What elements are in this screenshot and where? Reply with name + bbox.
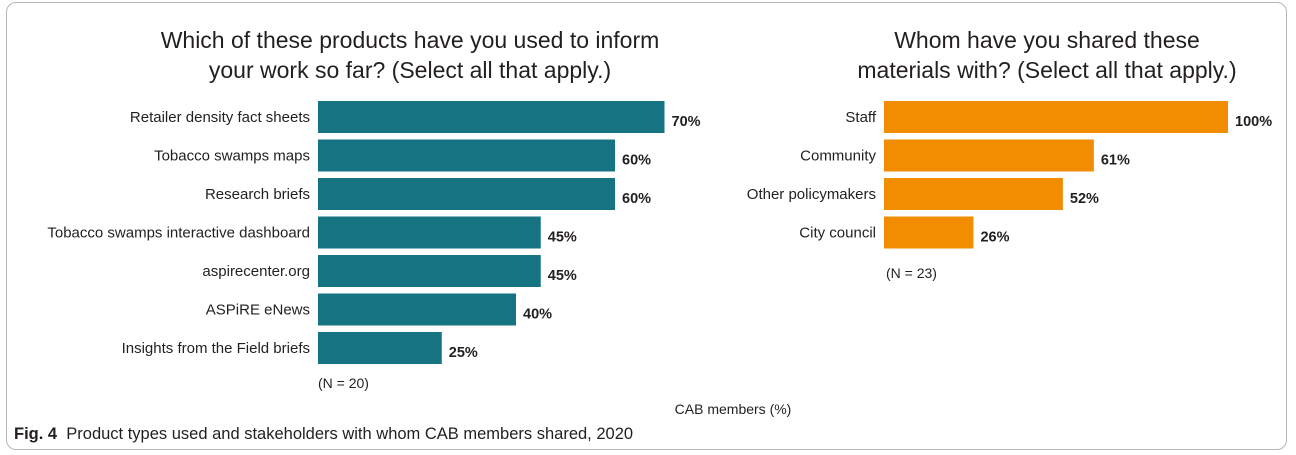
category-label: ASPiRE eNews <box>206 302 310 319</box>
bar <box>318 101 665 133</box>
bar <box>884 178 1063 210</box>
chart-title-line: Whom have you shared these <box>894 27 1200 53</box>
chart-title-line: materials with? (Select all that apply.) <box>857 57 1236 83</box>
value-label: 70% <box>672 114 701 130</box>
bar <box>318 178 615 210</box>
value-label: 60% <box>622 191 651 207</box>
category-label: aspirecenter.org <box>202 263 310 280</box>
category-label: Insights from the Field briefs <box>122 340 310 357</box>
bar <box>318 332 442 364</box>
value-label: 61% <box>1101 153 1130 169</box>
category-label: Retailer density fact sheets <box>130 109 310 126</box>
figure-frame <box>6 2 1287 450</box>
x-axis-label: CAB members (%) <box>675 401 792 417</box>
value-label: 45% <box>548 268 577 284</box>
sample-size-note: (N = 23) <box>886 265 937 281</box>
bar <box>318 293 516 326</box>
products-used-chart: Which of these products have you used to… <box>47 27 700 391</box>
bar <box>318 255 541 287</box>
value-label: 60% <box>622 153 651 169</box>
category-label: Community <box>800 148 876 165</box>
value-label: 52% <box>1070 191 1099 207</box>
category-label: City council <box>799 225 876 242</box>
value-label: 26% <box>980 230 1009 246</box>
caption-label: Fig. 4 <box>14 425 58 443</box>
value-label: 100% <box>1235 114 1272 130</box>
sample-size-note: (N = 20) <box>318 375 369 391</box>
chart-title-line: Which of these products have you used to… <box>161 27 660 53</box>
value-label: 40% <box>523 307 552 323</box>
figure-caption: Fig. 4 Product types used and stakeholde… <box>14 425 633 444</box>
category-label: Research briefs <box>205 186 310 203</box>
bar <box>318 216 541 249</box>
chart-title-line: your work so far? (Select all that apply… <box>209 57 611 83</box>
value-label: 25% <box>449 345 478 361</box>
bar <box>884 216 974 249</box>
shared-with-chart: Whom have you shared these materials with… <box>747 27 1272 281</box>
bar <box>884 101 1228 133</box>
category-label: Tobacco swamps maps <box>154 148 310 165</box>
category-label: Staff <box>845 109 876 126</box>
value-label: 45% <box>548 230 577 246</box>
bar <box>884 139 1094 172</box>
bar <box>318 139 615 172</box>
caption-text: Product types used and stakeholders with… <box>66 425 634 443</box>
category-label: Tobacco swamps interactive dashboard <box>47 225 310 242</box>
category-label: Other policymakers <box>747 186 876 203</box>
